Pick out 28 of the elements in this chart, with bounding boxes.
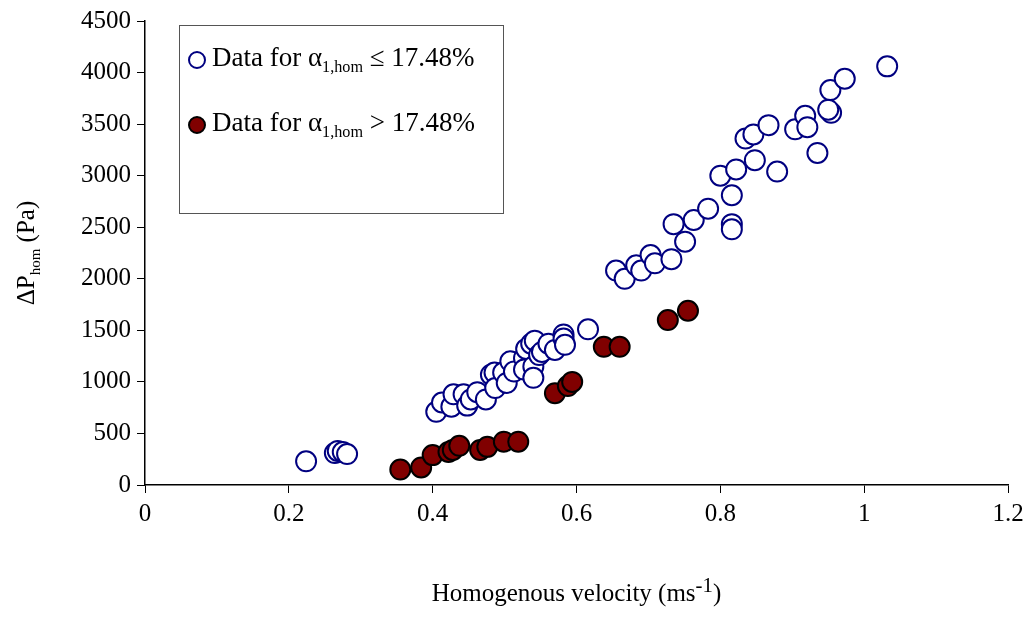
point — [448, 434, 471, 457]
y-tick-label: 3500 — [81, 108, 131, 136]
legend-label: Data for α$_{1,hom}$ > 17.48% — [212, 107, 475, 143]
x-tick-label: 0 — [138, 498, 152, 526]
x-tick-label: 0.6 — [560, 498, 593, 526]
y-tick-label: 4000 — [81, 57, 131, 85]
point — [507, 430, 530, 453]
x-tick-label: 1.2 — [992, 498, 1024, 526]
y-tick-label: 2500 — [81, 211, 131, 239]
x-tick-label: 0.8 — [704, 498, 736, 526]
x-tick-label: 0.4 — [417, 498, 449, 526]
y-tick-label: 4500 — [81, 5, 131, 33]
point — [476, 435, 499, 458]
point — [656, 309, 679, 332]
y-tick-label: 1000 — [81, 366, 131, 394]
y-tick-label: 500 — [93, 418, 131, 446]
point — [676, 299, 699, 322]
x-tick-label: 1 — [857, 498, 871, 526]
x-tick-label: 0.2 — [273, 498, 305, 526]
y-tick-label: 0 — [118, 469, 131, 497]
point — [561, 370, 584, 393]
y-tick-label: 3000 — [81, 160, 131, 188]
legend-label: Data for α$_{1,hom}$ ≤ 17.48% — [212, 42, 475, 78]
point — [389, 458, 412, 481]
y-tick-label: 2000 — [81, 263, 131, 291]
y-tick-label: 1500 — [81, 314, 131, 342]
x-axis-title: Homogenous velocity (ms$^{-1}$) — [431, 573, 722, 608]
point — [608, 335, 631, 358]
